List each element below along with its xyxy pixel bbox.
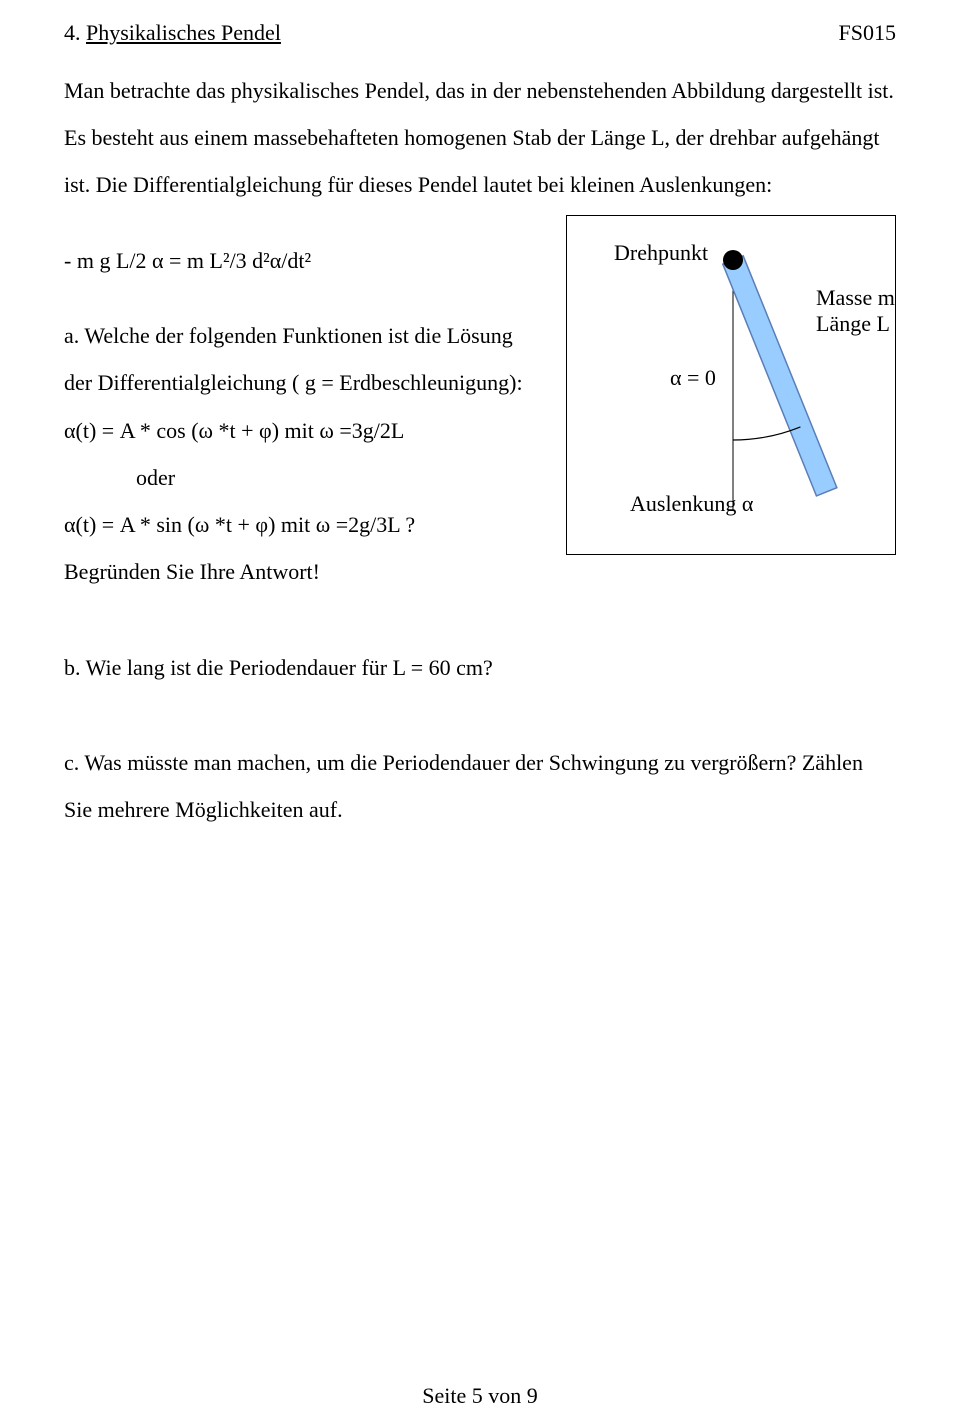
part-a-option2: α(t) = A * sin (ω *t + φ) mit ω =2g/3L ? <box>64 501 554 548</box>
content-row: - m g L/2 α = m L²/3 d²α/dt² a. Welche d… <box>64 209 896 596</box>
svg-text:Auslenkung α: Auslenkung α <box>630 491 754 516</box>
header-number: 4. <box>64 20 81 45</box>
header-row: 4. Physikalisches Pendel FS015 <box>64 18 896 49</box>
pendulum-diagram: Drehpunkt Masse m,Länge L α = 0 Auslenkung … <box>566 215 896 560</box>
svg-text:α = 0: α = 0 <box>670 365 716 390</box>
part-a-or: oder <box>136 454 554 501</box>
svg-text:Drehpunkt: Drehpunkt <box>614 240 708 265</box>
intro-paragraph: Man betrachte das physikalisches Pendel,… <box>64 67 896 209</box>
part-a-line1: a. Welche der folgenden Funktionen ist d… <box>64 312 554 359</box>
header-code: FS015 <box>839 18 896 49</box>
part-c: c. Was müsste man machen, um die Periode… <box>64 739 896 834</box>
part-a-line2: der Differentialgleichung ( g = Erdbesch… <box>64 359 554 406</box>
diff-equation: - m g L/2 α = m L²/3 d²α/dt² <box>64 237 554 284</box>
svg-text:Masse m,: Masse m, <box>816 285 896 310</box>
header-left: 4. Physikalisches Pendel <box>64 18 281 49</box>
part-a-option1: α(t) = A * cos (ω *t + φ) mit ω =3g/2L <box>64 407 554 454</box>
left-column: - m g L/2 α = m L²/3 d²α/dt² a. Welche d… <box>64 209 554 596</box>
header-title: Physikalisches Pendel <box>86 20 281 45</box>
svg-text:Länge L: Länge L <box>816 311 890 336</box>
part-b: b. Wie lang ist die Periodendauer für L … <box>64 644 896 691</box>
part-a-justify: Begründen Sie Ihre Antwort! <box>64 548 554 595</box>
page: 4. Physikalisches Pendel FS015 Man betra… <box>0 0 960 1427</box>
pendulum-svg: Drehpunkt Masse m,Länge L α = 0 Auslenkung … <box>566 215 896 555</box>
page-footer: Seite 5 von 9 <box>0 1383 960 1409</box>
